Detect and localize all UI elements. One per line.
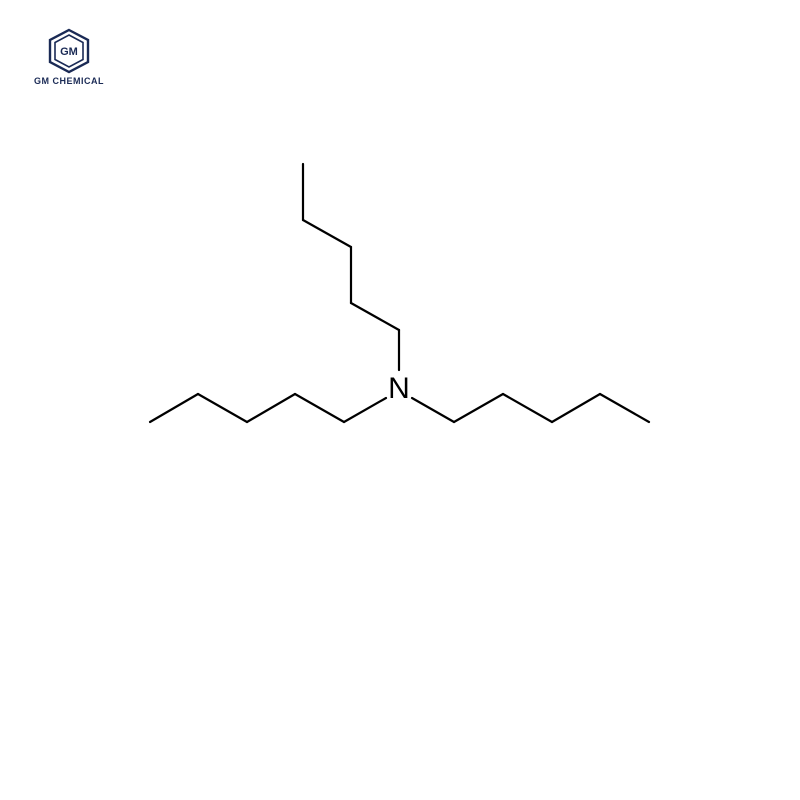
nitrogen-atom-label: N (388, 372, 410, 405)
bond-line (150, 394, 198, 422)
bond-line (295, 394, 344, 422)
bond-line (247, 394, 295, 422)
bond-line (552, 394, 600, 422)
bond-line (454, 394, 503, 422)
bond-line (344, 398, 386, 422)
bond-line (198, 394, 247, 422)
bond-line (412, 398, 454, 422)
molecule-diagram: N (0, 0, 800, 800)
bond-line (303, 220, 351, 247)
bond-line (503, 394, 552, 422)
bond-line (351, 303, 399, 330)
bond-line (600, 394, 649, 422)
